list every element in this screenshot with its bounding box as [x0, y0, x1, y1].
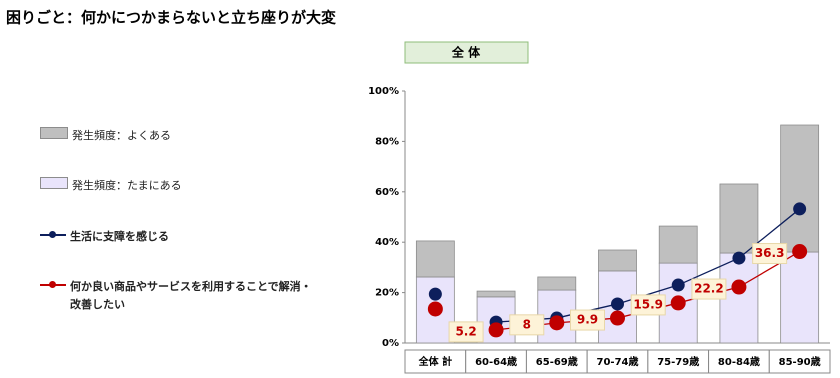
line-marker — [427, 301, 443, 317]
legend-item: 発生頻度：たまにある — [40, 177, 340, 195]
data-label-box — [691, 278, 727, 300]
y-tick-label: 80% — [375, 136, 399, 147]
bar — [780, 124, 820, 253]
line-marker — [670, 295, 686, 311]
legend-item: 何か良い商品やサービスを利用することで解消・改善したい — [40, 278, 340, 314]
data-label-box — [570, 309, 605, 331]
data-label-box — [630, 294, 666, 316]
line-marker — [610, 310, 625, 326]
line-marker — [732, 251, 746, 265]
line-marker — [792, 244, 808, 260]
y-tick-label: 20% — [375, 288, 399, 299]
legend-item: 生活に支障を感じる — [40, 228, 340, 246]
line-marker — [549, 315, 565, 331]
x-tick-label: 70-74歳 — [597, 355, 639, 368]
x-tick-label: 80-84歳 — [718, 355, 760, 368]
y-tick-label: 60% — [375, 187, 399, 198]
chart-title: 困りごと：何かにつかまらないと立ち座りが大変 — [6, 9, 336, 27]
legend-swatch — [40, 127, 68, 139]
line-marker — [671, 278, 685, 292]
data-label: 22.2 — [694, 282, 724, 296]
legend-label: 発生頻度：よくある — [72, 129, 171, 142]
bar — [598, 249, 637, 272]
line-marker — [731, 279, 747, 295]
data-label: 36.3 — [755, 246, 785, 260]
data-label-box — [509, 314, 545, 336]
bar — [476, 290, 516, 298]
bar — [780, 251, 820, 344]
data-label: 8 — [523, 317, 531, 331]
line-marker — [793, 202, 807, 216]
y-tick-label: 40% — [375, 237, 399, 248]
legend-swatch — [40, 177, 68, 189]
x-tick-label: 60-64歳 — [475, 355, 517, 368]
line-marker — [611, 297, 624, 311]
legend-label: 発生頻度：たまにある — [72, 179, 182, 192]
legend-label: 何か良い商品やサービスを利用することで解消・改善したい — [70, 280, 312, 311]
legend-swatch — [40, 228, 66, 240]
subtitle-box — [404, 41, 529, 64]
data-label: 5.2 — [455, 324, 476, 338]
chart-subtitle: 全 体 — [451, 45, 481, 60]
legend-swatch — [40, 278, 66, 290]
data-label: 9.9 — [577, 313, 598, 327]
bar — [658, 225, 698, 264]
data-label: 15.9 — [633, 297, 663, 311]
data-label-box — [448, 321, 484, 343]
x-tick-label: 75-79歳 — [657, 355, 699, 368]
bar — [415, 240, 455, 278]
bar — [537, 276, 577, 291]
x-tick-label: 85-90歳 — [779, 355, 821, 368]
y-tick-label: 0% — [382, 338, 399, 349]
legend-item: 発生頻度：よくある — [40, 127, 340, 145]
legend-label: 生活に支障を感じる — [70, 230, 169, 243]
line-marker — [428, 287, 442, 301]
data-label-box — [752, 243, 788, 265]
x-tick-label: 65-69歳 — [536, 355, 578, 368]
category-box — [768, 349, 831, 374]
y-tick-label: 100% — [368, 86, 399, 97]
bar — [719, 183, 759, 254]
line-marker — [488, 322, 504, 338]
x-tick-label: 全体 計 — [418, 355, 452, 368]
